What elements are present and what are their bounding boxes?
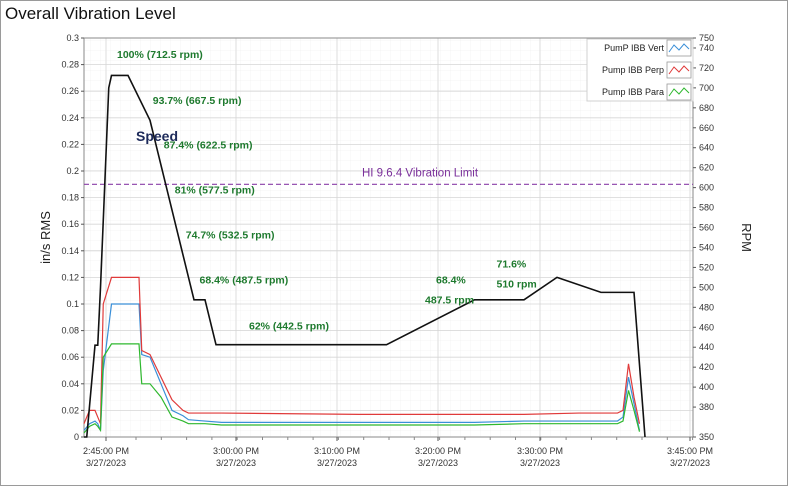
y-tick-label: 0.02	[61, 405, 79, 415]
y-tick-label: 0.12	[61, 272, 79, 282]
y-tick-label: 0.22	[61, 139, 79, 149]
x-tick-time: 3:10:00 PM	[314, 446, 360, 456]
y2-tick-label: 440	[699, 342, 714, 352]
x-tick-date: 3/27/2023	[86, 458, 126, 468]
speed-label: Speed	[136, 128, 178, 144]
x-tick-time: 3:00:00 PM	[213, 446, 259, 456]
y2-tick-label: 460	[699, 322, 714, 332]
annotation-label: 74.7% (532.5 rpm)	[186, 229, 275, 241]
y-tick-label: 0.3	[66, 33, 79, 43]
x-tick-date: 3/27/2023	[520, 458, 560, 468]
y2-tick-label: 520	[699, 262, 714, 272]
x-tick-time: 3:20:00 PM	[415, 446, 461, 456]
y2-tick-label: 600	[699, 183, 714, 193]
y-tick-label: 0.08	[61, 326, 79, 336]
legend-label: Pump IBB Para	[602, 87, 664, 97]
y-axis-label: in/s RMS	[38, 211, 53, 264]
y-tick-label: 0.18	[61, 193, 79, 203]
y2-tick-label: 560	[699, 223, 714, 233]
y2-tick-label: 750	[699, 33, 714, 43]
x-tick-time: 3:30:00 PM	[517, 446, 563, 456]
series-line-2	[83, 343, 641, 434]
x-tick-date: 3/27/2023	[317, 458, 357, 468]
y-tick-label: 0.1	[66, 299, 79, 309]
y2-tick-label: 740	[699, 43, 714, 53]
series-line-1	[83, 276, 641, 424]
vibration-limit-label: HI 9.6.4 Vibration Limit	[362, 167, 479, 179]
y-tick-label: 0.28	[61, 60, 79, 70]
annotation-label: 68.4%	[436, 274, 466, 286]
y-tick-label: 0.2	[66, 166, 79, 176]
y-tick-label: 0	[74, 432, 79, 442]
y2-tick-label: 580	[699, 203, 714, 213]
x-tick-date: 3/27/2023	[670, 458, 710, 468]
annotation-label: 100% (712.5 rpm)	[117, 49, 203, 61]
y2-tick-label: 380	[699, 402, 714, 412]
legend-swatch-line	[668, 87, 690, 97]
annotation-label: 93.7% (667.5 rpm)	[153, 95, 242, 107]
legend-swatch-line	[668, 65, 690, 75]
x-tick-time: 3:45:00 PM	[667, 446, 713, 456]
y-tick-label: 0.16	[61, 219, 79, 229]
annotation-label: 68.4% (487.5 rpm)	[200, 274, 289, 286]
y2-tick-label: 660	[699, 123, 714, 133]
legend-swatch-line	[668, 43, 690, 53]
y2-tick-label: 720	[699, 63, 714, 73]
y-tick-label: 0.06	[61, 352, 79, 362]
plot-grid-minor	[84, 38, 693, 437]
y2-tick-label: 400	[699, 382, 714, 392]
annotation-label: 510 rpm	[497, 278, 537, 290]
annotation-label: 487.5 rpm	[425, 294, 474, 306]
x-tick-time: 2:45:00 PM	[83, 446, 129, 456]
y2-axis-label: RPM	[739, 223, 754, 252]
y2-tick-label: 680	[699, 103, 714, 113]
annotation-label: 71.6%	[497, 258, 527, 270]
y2-tick-label: 480	[699, 302, 714, 312]
annotation-label: 81% (577.5 rpm)	[175, 185, 255, 197]
legend-label: Pump IBB Perp	[602, 65, 664, 75]
legend-swatch-box	[666, 61, 692, 79]
legend-label: PumP IBB Vert	[604, 43, 664, 53]
y2-tick-label: 640	[699, 143, 714, 153]
y2-tick-label: 540	[699, 242, 714, 252]
legend-swatch-box	[666, 83, 692, 101]
y2-tick-label: 420	[699, 362, 714, 372]
annotation-label: 62% (442.5 rpm)	[249, 320, 329, 332]
y-tick-label: 0.04	[61, 379, 79, 389]
y2-tick-label: 500	[699, 282, 714, 292]
y-tick-label: 0.24	[61, 113, 79, 123]
legend-swatch-box	[666, 39, 692, 57]
x-tick-date: 3/27/2023	[418, 458, 458, 468]
y2-tick-label: 700	[699, 83, 714, 93]
y-tick-label: 0.26	[61, 86, 79, 96]
speed-line	[84, 74, 646, 438]
y2-tick-label: 350	[699, 432, 714, 442]
x-tick-date: 3/27/2023	[216, 458, 256, 468]
chart-title: Overall Vibration Level	[5, 4, 176, 23]
y-tick-label: 0.14	[61, 246, 79, 256]
y2-tick-label: 620	[699, 163, 714, 173]
annotation-label: 87.4% (622.5 rpm)	[164, 140, 253, 152]
